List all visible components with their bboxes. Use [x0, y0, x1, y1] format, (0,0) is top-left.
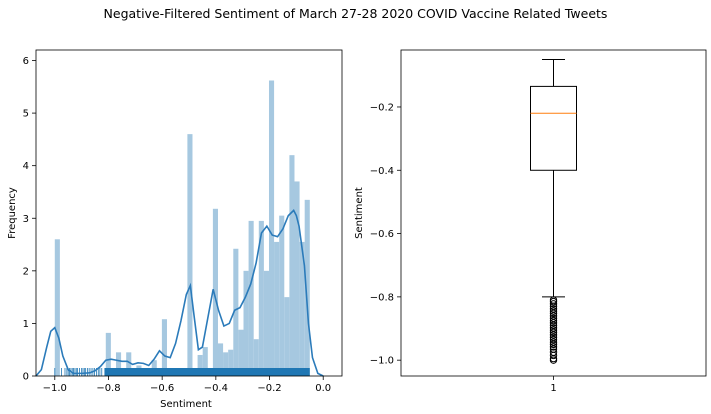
histogram-x-axis-label: Sentiment [160, 399, 212, 410]
x-tick-label: 0.0 [315, 383, 331, 394]
histogram-axes-frame [35, 49, 343, 377]
histogram-bar [243, 270, 249, 376]
histogram-bar [274, 241, 280, 376]
histogram-panel: −1.0 −0.8 −0.6 −0.4 −0.2 0.0 0 1 2 3 4 5 6 Sentimen… [7, 49, 343, 410]
outlier-point [549, 335, 558, 344]
y-tick-label: 0 [23, 372, 29, 383]
histogram-y-ticks: 0 1 2 3 4 5 6 [23, 56, 36, 383]
histogram-bar [253, 339, 259, 376]
outlier-point [549, 331, 558, 339]
histogram-x-ticks: −1.0 −0.8 −0.6 −0.4 −0.2 0.0 [43, 376, 331, 394]
outlier-point [549, 333, 558, 342]
histogram-bar [289, 155, 295, 376]
outlier-point [549, 321, 558, 330]
outlier-point [549, 309, 558, 318]
histogram-bar [223, 352, 229, 376]
boxplot-outliers [549, 296, 558, 364]
outlier-point [549, 351, 558, 360]
boxplot-y-axis-label: Sentiment [354, 187, 365, 239]
rug-dense-band [104, 368, 310, 376]
histogram-bar [268, 80, 275, 377]
histogram-bar [279, 215, 285, 376]
y-tick-label: 6 [23, 56, 29, 67]
figure-title: Negative-Filtered Sentiment of March 27-… [104, 6, 608, 21]
boxplot-y-ticks: −1.0 −0.8 −0.6 −0.4 −0.2 [370, 102, 401, 367]
y-tick-label: 4 [23, 161, 29, 172]
histogram-bar [217, 343, 224, 376]
y-tick-label: 5 [23, 109, 29, 120]
histogram-bar [115, 352, 122, 376]
histogram-bar [284, 297, 290, 376]
outlier-point [549, 340, 558, 349]
boxplot-x-ticks: 1 [550, 376, 557, 394]
outlier-point [549, 338, 558, 346]
outlier-point [549, 300, 558, 308]
histogram-bar [187, 134, 193, 376]
y-tick-label: −0.6 [370, 229, 394, 240]
y-tick-label: 1 [23, 319, 29, 330]
histogram-bar [202, 347, 208, 376]
x-tick-label: −1.0 [43, 383, 67, 394]
x-tick-label: −0.6 [150, 383, 174, 394]
iqr-box [530, 85, 577, 171]
outlier-point [549, 302, 558, 311]
histogram-bar [258, 220, 264, 376]
outlier-point [549, 343, 558, 351]
y-tick-label: −0.8 [370, 292, 394, 303]
y-tick-label: −0.2 [370, 102, 394, 113]
histogram-bar [299, 241, 305, 376]
outlier-point [549, 312, 558, 320]
outlier-point [549, 305, 558, 313]
outlier-point [549, 326, 558, 334]
x-tick-label: 1 [550, 383, 556, 394]
boxplot-panel: −1.0 −0.8 −0.6 −0.4 −0.2 1 Sentiment [354, 49, 707, 394]
histogram-bars [54, 80, 310, 377]
histogram-bar [212, 208, 218, 376]
histogram-bar [228, 349, 234, 376]
boxplot-elements [530, 58, 577, 298]
histogram-bar [263, 270, 269, 376]
histogram-bar [54, 239, 60, 376]
y-tick-label: 2 [23, 266, 29, 277]
outlier-point [549, 319, 558, 327]
outlier-point [549, 356, 558, 364]
histogram-bar [161, 319, 167, 376]
histogram-bar [238, 329, 244, 376]
y-tick-label: 3 [23, 214, 29, 225]
x-tick-label: −0.4 [204, 383, 228, 394]
outlier-point [549, 297, 558, 306]
kde-curve [35, 209, 324, 377]
histogram-bar [248, 220, 254, 376]
histogram-bar [126, 352, 132, 376]
histogram-bar [197, 354, 203, 376]
histogram-bar [294, 181, 300, 376]
y-tick-label: −1.0 [370, 356, 394, 367]
outlier-point [549, 307, 558, 315]
x-tick-label: −0.2 [257, 383, 281, 394]
histogram-bar [105, 332, 111, 376]
outlier-point [549, 324, 558, 332]
histogram-bar [233, 248, 239, 376]
outlier-point [549, 316, 558, 325]
outlier-point [549, 328, 558, 337]
outlier-point [549, 314, 558, 323]
histogram-bar [304, 199, 310, 376]
y-tick-label: −0.4 [370, 166, 394, 177]
histogram-y-axis-label: Frequency [7, 187, 18, 239]
x-tick-label: −0.8 [96, 383, 120, 394]
